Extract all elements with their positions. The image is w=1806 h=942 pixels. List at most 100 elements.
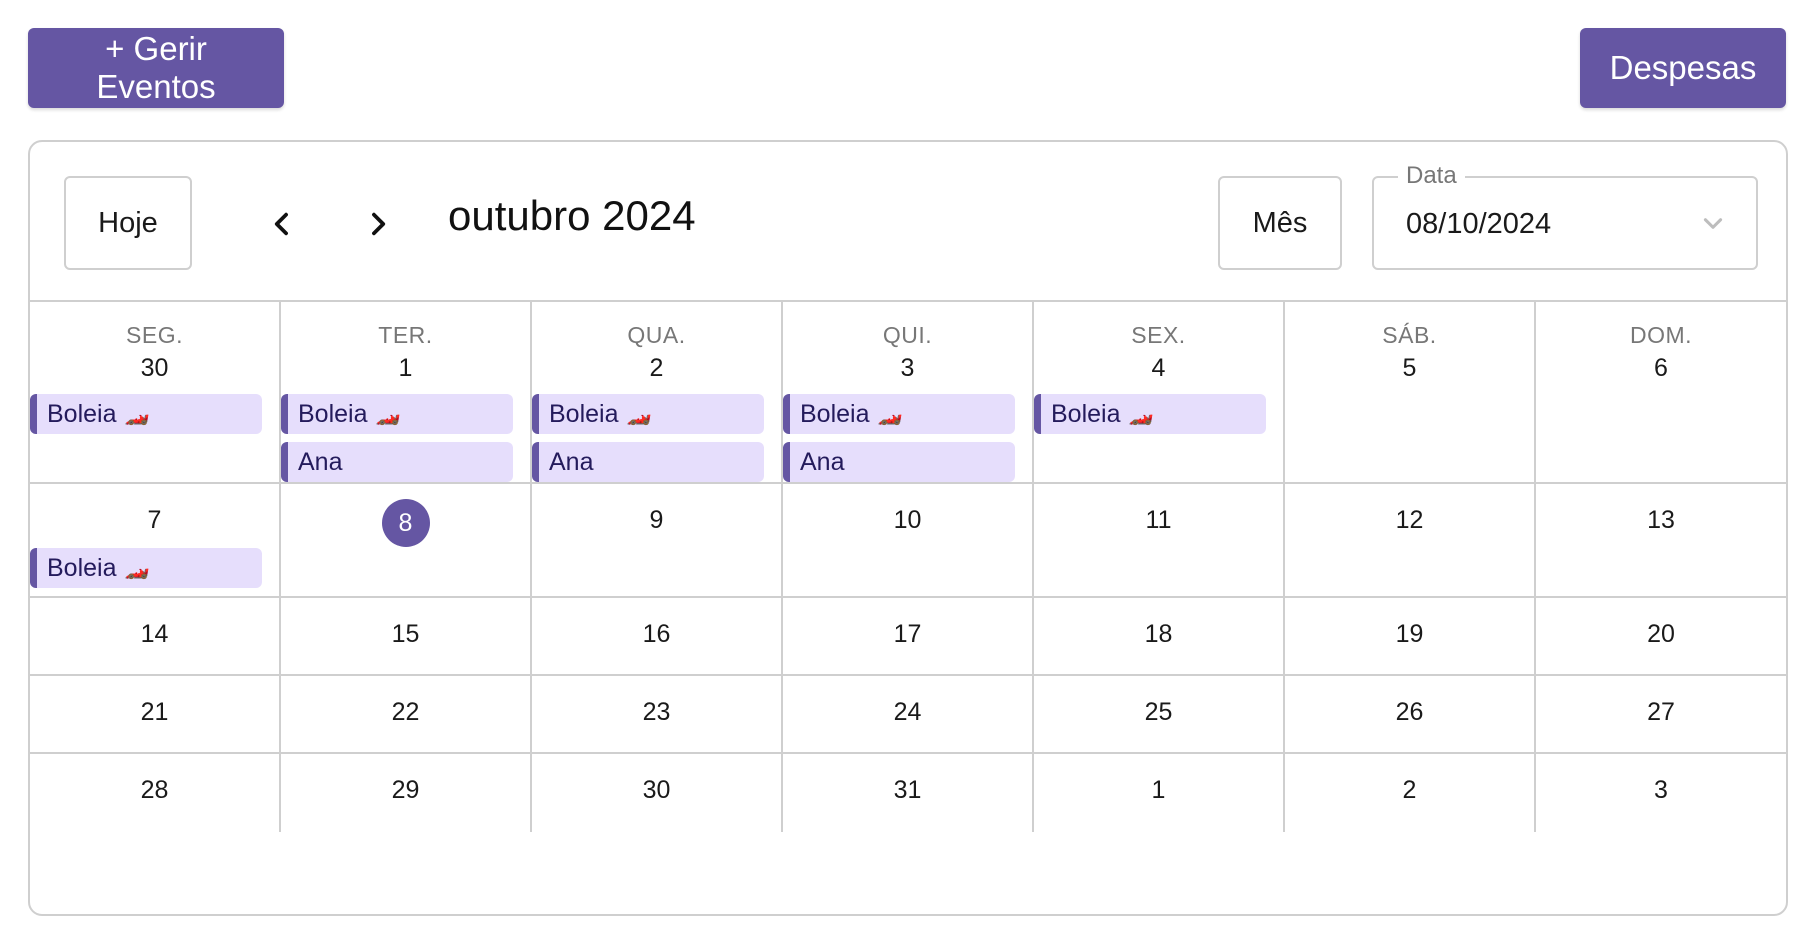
day-cell[interactable]: QUI. 3 Boleia 🏎️ Ana	[783, 302, 1034, 482]
week-row: 21 22 23 24 25 26 27	[30, 676, 1786, 754]
event-chip[interactable]: Ana	[281, 442, 513, 482]
day-cell[interactable]: 14	[30, 598, 281, 674]
event-chip[interactable]: Boleia 🏎️	[30, 548, 262, 588]
day-cell[interactable]: 28	[30, 754, 281, 832]
day-cell[interactable]: 2	[1285, 754, 1536, 832]
day-cell[interactable]: 18	[1034, 598, 1285, 674]
day-cell[interactable]: QUA. 2 Boleia 🏎️ Ana	[532, 302, 783, 482]
day-number[interactable]: 1	[1151, 776, 1166, 804]
weekday-header: SEG.	[126, 322, 183, 348]
day-cell[interactable]: 24	[783, 676, 1034, 752]
day-number[interactable]: 4	[1151, 354, 1166, 382]
day-cell[interactable]: SEG. 30 Boleia 🏎️	[30, 302, 281, 482]
manage-events-button[interactable]: + Gerir Eventos	[28, 28, 284, 108]
day-cell[interactable]: 30	[532, 754, 783, 832]
day-number[interactable]: 3	[900, 354, 915, 382]
day-cell[interactable]: 27	[1536, 676, 1786, 752]
day-number[interactable]: 11	[1145, 506, 1172, 534]
day-cell[interactable]: 19	[1285, 598, 1536, 674]
day-cell[interactable]: 13	[1536, 484, 1786, 596]
month-view-button[interactable]: Mês	[1218, 176, 1342, 270]
day-cell[interactable]: 3	[1536, 754, 1786, 832]
day-number[interactable]: 9	[649, 506, 664, 534]
day-number[interactable]: 15	[391, 620, 420, 648]
chevron-down-icon[interactable]	[1700, 210, 1726, 236]
calendar-card: Hoje outubro 2024 Mês Data 08/10/2024 SE…	[28, 140, 1788, 916]
next-month-button[interactable]	[348, 194, 408, 254]
day-number[interactable]: 2	[649, 354, 664, 382]
day-number[interactable]: 17	[893, 620, 922, 648]
day-number[interactable]: 21	[140, 698, 169, 726]
day-cell[interactable]: 7 Boleia 🏎️	[30, 484, 281, 596]
day-number[interactable]: 29	[391, 776, 420, 804]
day-number[interactable]: 10	[893, 506, 922, 534]
event-chip[interactable]: Ana	[532, 442, 764, 482]
day-cell[interactable]: 26	[1285, 676, 1536, 752]
event-chip[interactable]: Ana	[783, 442, 1015, 482]
day-number[interactable]: 19	[1395, 620, 1424, 648]
day-cell[interactable]: 25	[1034, 676, 1285, 752]
day-number[interactable]: 5	[1402, 354, 1417, 382]
previous-month-button[interactable]	[252, 194, 312, 254]
calendar-toolbar: Hoje outubro 2024 Mês Data 08/10/2024	[30, 142, 1786, 302]
day-number[interactable]: 14	[140, 620, 169, 648]
day-cell[interactable]: 15	[281, 598, 532, 674]
event-chip[interactable]: Boleia 🏎️	[30, 394, 262, 434]
day-number[interactable]: 2	[1402, 776, 1417, 804]
event-title: Boleia	[800, 399, 870, 428]
weekday-header: SEX.	[1131, 322, 1186, 348]
day-cell[interactable]: SÁB. 5	[1285, 302, 1536, 482]
day-number[interactable]: 30	[642, 776, 671, 804]
day-cell[interactable]: 29	[281, 754, 532, 832]
day-cell[interactable]: 31	[783, 754, 1034, 832]
event-chip[interactable]: Boleia 🏎️	[1034, 394, 1266, 434]
day-cell[interactable]: 16	[532, 598, 783, 674]
day-number[interactable]: 3	[1654, 776, 1668, 804]
weekday-header: SÁB.	[1382, 322, 1437, 348]
day-number[interactable]: 16	[642, 620, 671, 648]
today-day-number[interactable]: 8	[381, 499, 430, 547]
event-chip[interactable]: Boleia 🏎️	[532, 394, 764, 434]
day-cell[interactable]: SEX. 4 Boleia 🏎️	[1034, 302, 1285, 482]
day-number[interactable]: 12	[1395, 506, 1424, 534]
day-number[interactable]: 27	[1647, 698, 1675, 726]
week-row: SEG. 30 Boleia 🏎️ TER. 1 Boleia 🏎️ Ana QUA. 2 Bolei…	[30, 302, 1786, 484]
day-cell[interactable]: 10	[783, 484, 1034, 596]
day-number[interactable]: 30	[140, 354, 169, 382]
day-cell[interactable]: 1	[1034, 754, 1285, 832]
day-number[interactable]: 13	[1647, 506, 1675, 534]
date-field-value[interactable]: 08/10/2024	[1406, 208, 1552, 240]
day-cell[interactable]: 12	[1285, 484, 1536, 596]
today-button[interactable]: Hoje	[64, 176, 192, 270]
month-grid: SEG. 30 Boleia 🏎️ TER. 1 Boleia 🏎️ Ana QUA. 2 Bolei…	[30, 302, 1786, 914]
date-picker-field[interactable]: Data 08/10/2024	[1372, 162, 1758, 270]
day-number[interactable]: 31	[893, 776, 922, 804]
race-car-icon: 🏎️	[626, 403, 652, 426]
day-cell[interactable]: 21	[30, 676, 281, 752]
day-cell[interactable]: 8	[281, 484, 532, 596]
day-cell[interactable]: DOM. 6	[1536, 302, 1786, 482]
day-number[interactable]: 22	[391, 698, 420, 726]
day-cell[interactable]: 11	[1034, 484, 1285, 596]
day-number[interactable]: 20	[1647, 620, 1675, 648]
day-number[interactable]: 26	[1395, 698, 1424, 726]
day-cell[interactable]: 20	[1536, 598, 1786, 674]
day-number[interactable]: 25	[1144, 698, 1173, 726]
day-cell[interactable]: 23	[532, 676, 783, 752]
day-number[interactable]: 18	[1144, 620, 1173, 648]
day-cell[interactable]: 9	[532, 484, 783, 596]
day-cell[interactable]: 22	[281, 676, 532, 752]
day-number[interactable]: 28	[140, 776, 169, 804]
day-number[interactable]: 6	[1654, 354, 1668, 382]
day-cell[interactable]: TER. 1 Boleia 🏎️ Ana	[281, 302, 532, 482]
chevron-right-icon	[372, 212, 386, 236]
expenses-button[interactable]: Despesas	[1580, 28, 1786, 108]
event-chip[interactable]: Boleia 🏎️	[783, 394, 1015, 434]
day-number[interactable]: 7	[147, 506, 162, 534]
race-car-icon: 🏎️	[877, 403, 903, 426]
day-number[interactable]: 23	[642, 698, 671, 726]
day-number[interactable]: 24	[893, 698, 922, 726]
day-cell[interactable]: 17	[783, 598, 1034, 674]
event-chip[interactable]: Boleia 🏎️	[281, 394, 513, 434]
day-number[interactable]: 1	[398, 354, 413, 382]
